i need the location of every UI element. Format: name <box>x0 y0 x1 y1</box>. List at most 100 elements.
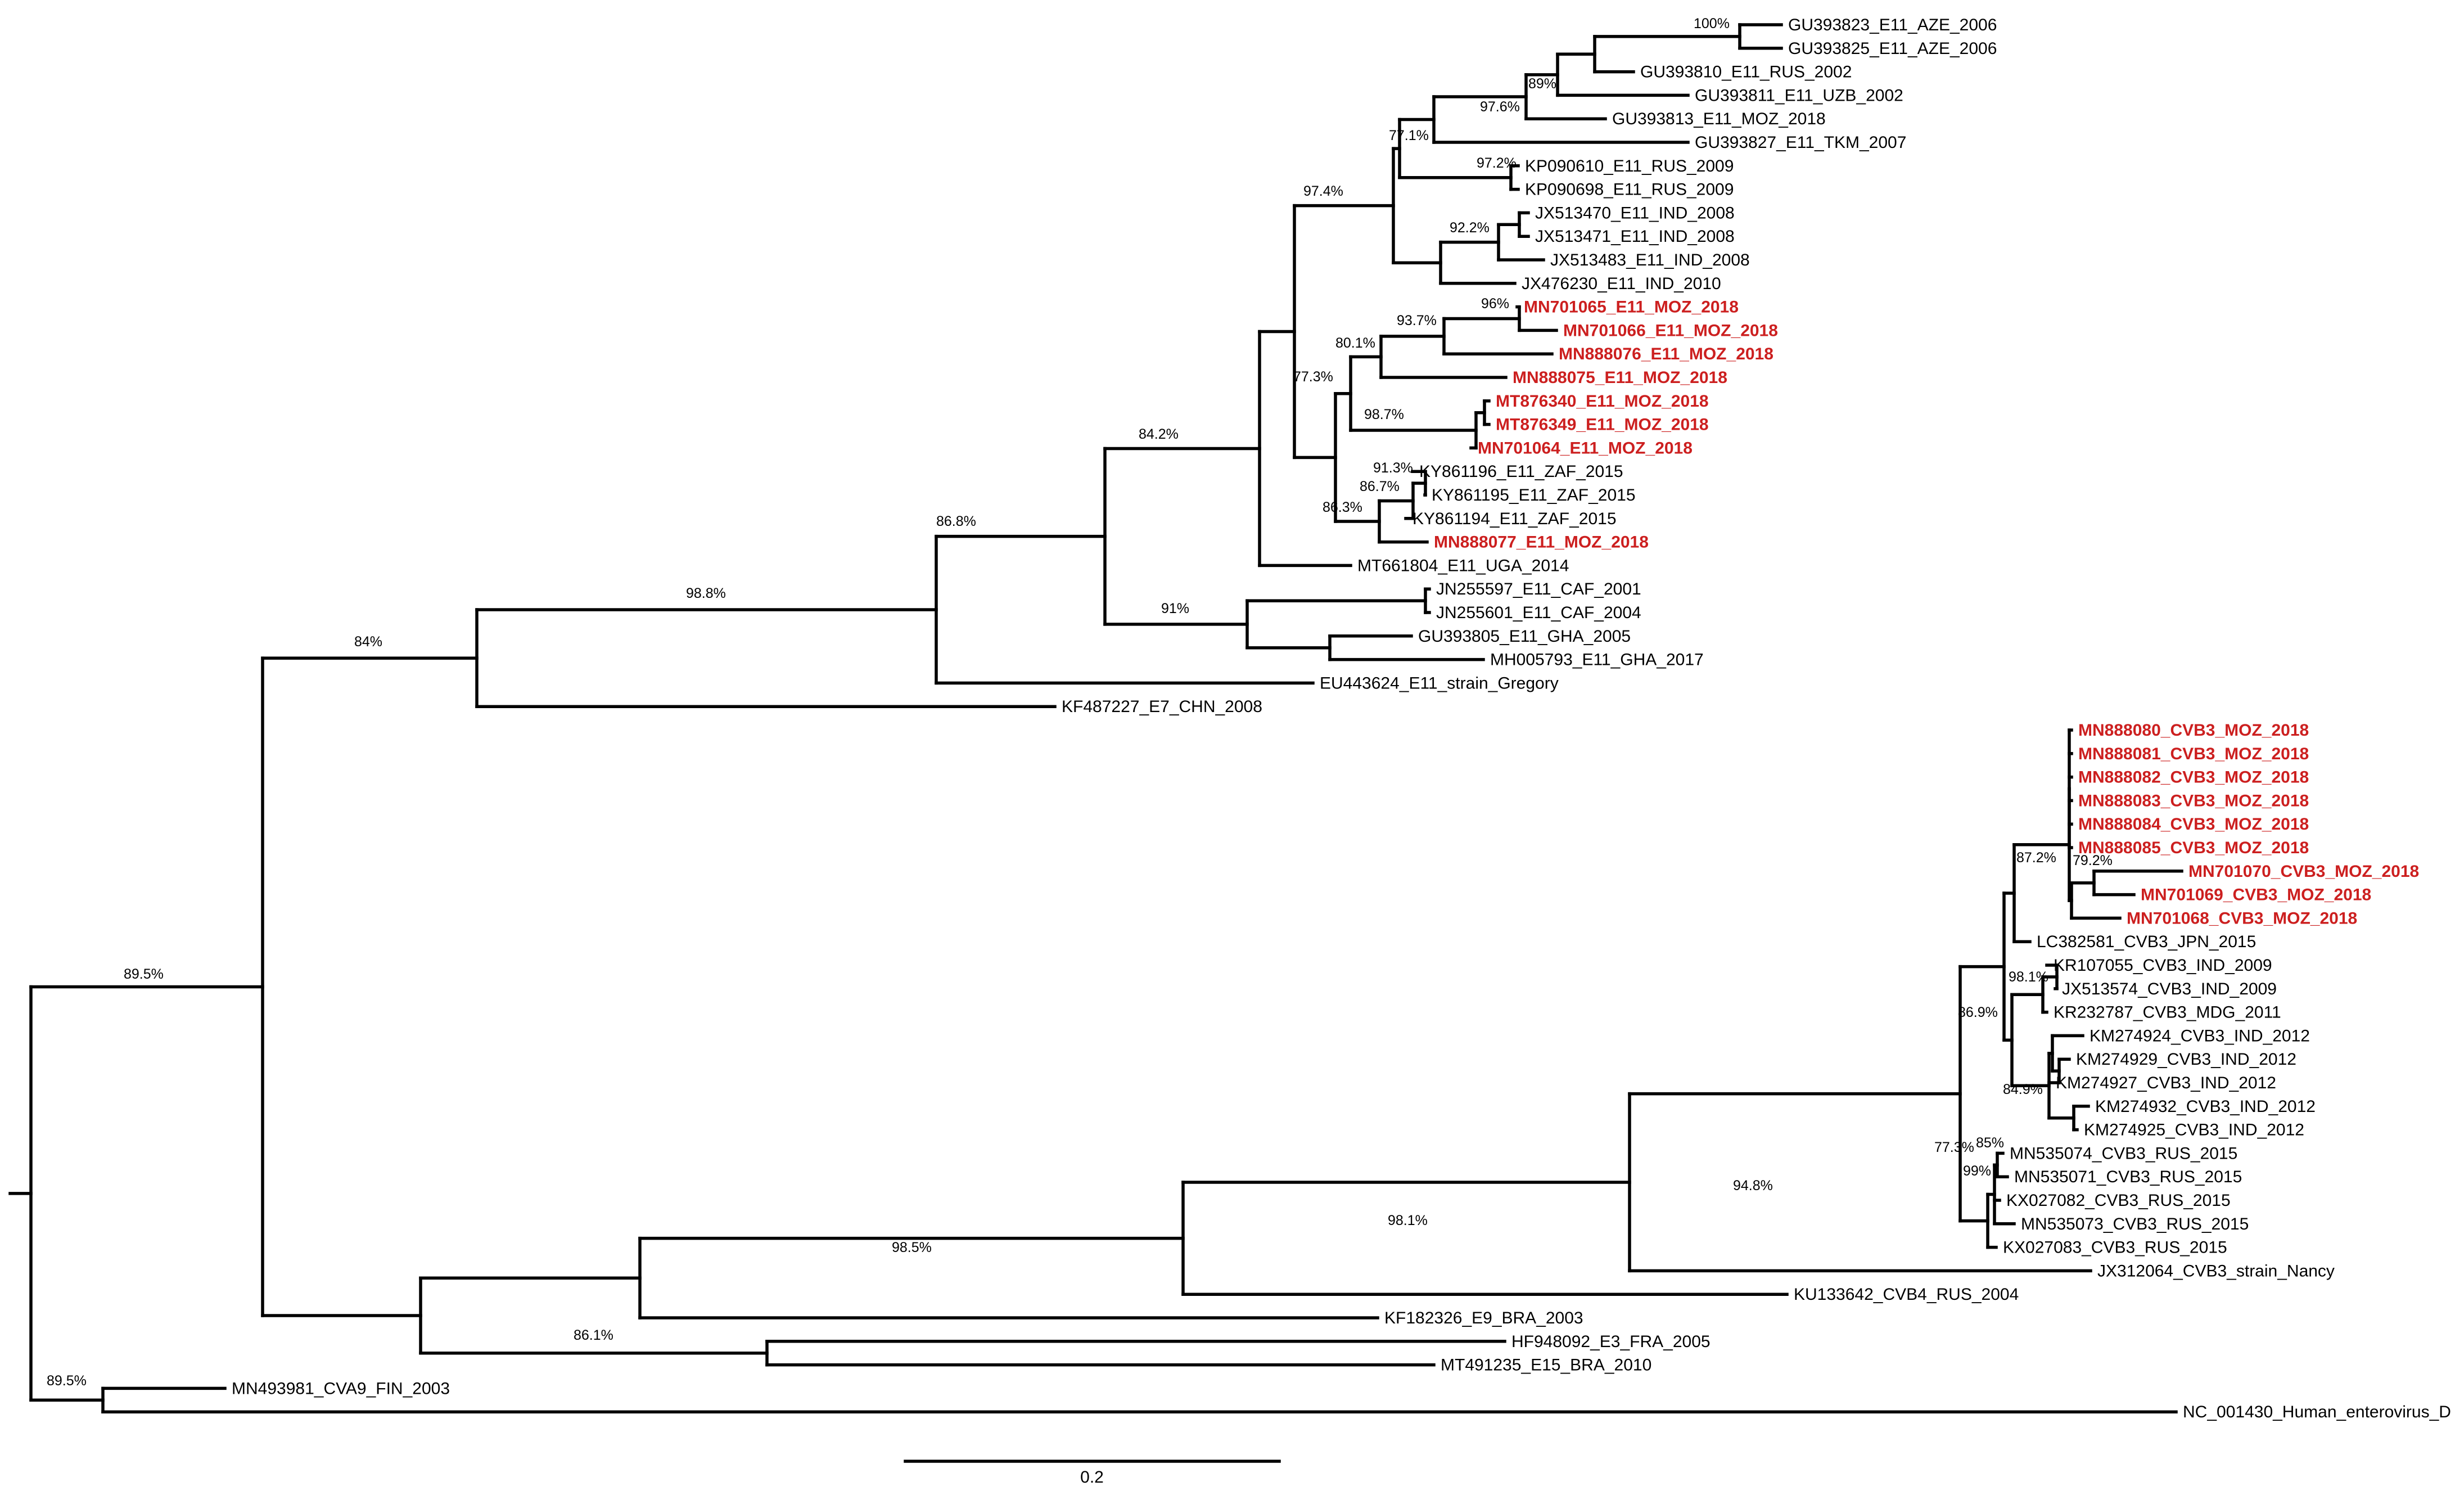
tip-label: MN535071_CVB3_RUS_2015 <box>2014 1168 2242 1186</box>
tip-label: JX513483_E11_IND_2008 <box>1550 251 1750 269</box>
tip-label: JX513574_CVB3_IND_2009 <box>2062 980 2277 998</box>
tip-label: MN701070_CVB3_MOZ_2018 <box>2188 862 2419 881</box>
tip-label: JN255597_E11_CAF_2001 <box>1436 580 1641 598</box>
tip-label: LC382581_CVB3_JPN_2015 <box>2037 933 2256 951</box>
support-value: 89.5% <box>124 966 164 982</box>
tip-label: MN535074_CVB3_RUS_2015 <box>2010 1144 2237 1163</box>
support-value: 84.9% <box>2003 1082 2043 1097</box>
tip-label: MN701064_E11_MOZ_2018 <box>1478 439 1693 457</box>
support-value: 100% <box>1694 16 1730 31</box>
support-value: 98.1% <box>2009 969 2048 985</box>
tip-label: KF182326_E9_BRA_2003 <box>1384 1309 1583 1327</box>
tip-label: HF948092_E3_FRA_2005 <box>1511 1332 1711 1351</box>
tip-label: KY861194_E11_ZAF_2015 <box>1412 510 1617 528</box>
support-value: 91.3% <box>1373 460 1413 476</box>
tip-label: MN701065_E11_MOZ_2018 <box>1524 298 1739 317</box>
tip-label: KY861196_E11_ZAF_2015 <box>1419 462 1623 481</box>
tip-label: MT876340_E11_MOZ_2018 <box>1496 392 1709 411</box>
tip-label: MN535073_CVB3_RUS_2015 <box>2021 1215 2249 1233</box>
tip-label: MN888084_CVB3_MOZ_2018 <box>2078 815 2309 834</box>
tip-label: MN701066_E11_MOZ_2018 <box>1563 321 1778 340</box>
tip-label: JX513471_E11_IND_2008 <box>1535 227 1735 246</box>
tip-label: KF487227_E7_CHN_2008 <box>1062 697 1262 716</box>
support-value: 96% <box>1481 296 1509 312</box>
tip-label: GU393810_E11_RUS_2002 <box>1640 63 1852 82</box>
support-value: 89% <box>1528 76 1556 92</box>
tip-label: MN888081_CVB3_MOZ_2018 <box>2078 745 2309 763</box>
tip-label: MN493981_CVA9_FIN_2003 <box>232 1379 450 1398</box>
support-value: 77.3% <box>1293 369 1333 385</box>
tip-label: MN888077_E11_MOZ_2018 <box>1434 533 1649 552</box>
tip-label: KP090698_E11_RUS_2009 <box>1525 181 1734 199</box>
tip-label: MN888080_CVB3_MOZ_2018 <box>2078 721 2309 740</box>
support-value: 79.2% <box>2073 853 2113 868</box>
tip-label: MT661804_E11_UGA_2014 <box>1357 556 1569 575</box>
support-value: 84.2% <box>1139 426 1179 442</box>
tip-label: MT491235_E15_BRA_2010 <box>1441 1356 1651 1375</box>
tip-label: KM274927_CVB3_IND_2012 <box>2056 1074 2276 1092</box>
tip-label: KM274932_CVB3_IND_2012 <box>2095 1097 2316 1116</box>
support-value: 86.9% <box>1958 1005 1998 1020</box>
tip-label: JX476230_E11_IND_2010 <box>1522 274 1721 293</box>
tip-label: MN888085_CVB3_MOZ_2018 <box>2078 839 2309 857</box>
support-value: 92.2% <box>1450 220 1490 236</box>
tip-label: GU393827_E11_TKM_2007 <box>1695 133 1906 152</box>
tip-label: GU393805_E11_GHA_2005 <box>1418 627 1631 646</box>
scale-bar-label: 0.2 <box>1080 1468 1104 1487</box>
tip-label: MN888082_CVB3_MOZ_2018 <box>2078 768 2309 787</box>
tip-label: KM274925_CVB3_IND_2012 <box>2084 1121 2304 1140</box>
support-value: 86.7% <box>1360 479 1400 494</box>
tip-label: MN701068_CVB3_MOZ_2018 <box>2127 909 2357 927</box>
tip-labels: GU393823_E11_AZE_2006 GU393825_E11_AZE_20… <box>232 16 2451 1421</box>
tip-label: KM274924_CVB3_IND_2012 <box>2090 1026 2310 1045</box>
support-value: 86.8% <box>936 514 976 529</box>
tip-label: JN255601_E11_CAF_2004 <box>1436 604 1641 622</box>
tip-label: MN888075_E11_MOZ_2018 <box>1513 368 1727 387</box>
tip-label: KX027082_CVB3_RUS_2015 <box>2006 1191 2231 1210</box>
tip-label: MN701069_CVB3_MOZ_2018 <box>2141 886 2371 904</box>
support-value: 99% <box>1963 1163 1991 1179</box>
support-value: 77.1% <box>1389 128 1429 143</box>
support-value: 86.3% <box>1323 499 1362 515</box>
tip-label: KR232787_CVB3_MDG_2011 <box>2054 1003 2281 1022</box>
support-value: 87.2% <box>2016 850 2056 866</box>
tip-label: KX027083_CVB3_RUS_2015 <box>2003 1239 2227 1257</box>
tip-label: GU393823_E11_AZE_2006 <box>1788 16 1997 34</box>
tip-label: MT876349_E11_MOZ_2018 <box>1496 416 1709 434</box>
support-value: 85% <box>1976 1135 2004 1151</box>
tree-branches <box>8 23 2183 1413</box>
tip-label: EU443624_E11_strain_Gregory <box>1320 674 1559 692</box>
support-value: 97.6% <box>1480 99 1520 115</box>
tip-label: KP090610_E11_RUS_2009 <box>1525 157 1734 175</box>
support-value: 98.1% <box>1388 1213 1428 1228</box>
tip-label: GU393811_E11_UZB_2002 <box>1695 86 1903 105</box>
tip-label: MN888076_E11_MOZ_2018 <box>1559 345 1773 363</box>
tip-label: GU393813_E11_MOZ_2018 <box>1612 110 1826 128</box>
support-value: 98.8% <box>686 586 726 601</box>
support-value: 97.2% <box>1477 155 1517 171</box>
support-value: 98.5% <box>892 1240 932 1255</box>
support-value: 77.3% <box>1934 1140 1974 1155</box>
tip-label: JX513470_E11_IND_2008 <box>1535 204 1735 222</box>
tip-label: KR107055_CVB3_IND_2009 <box>2054 956 2272 975</box>
support-value: 97.4% <box>1303 183 1343 199</box>
tip-label: KU133642_CVB4_RUS_2004 <box>1794 1285 2019 1304</box>
scale-bar: 0.2 <box>904 1460 1281 1487</box>
support-value: 94.8% <box>1733 1178 1773 1194</box>
support-value: 89.5% <box>47 1373 87 1389</box>
support-labels: 100% 89% 97.6% 77.1% 97.2% 97.4% 92.2% 96% 93.7%… <box>47 16 2113 1389</box>
tip-label: KY861195_E11_ZAF_2015 <box>1432 486 1636 505</box>
support-value: 84% <box>354 634 382 650</box>
tip-label: JX312064_CVB3_strain_Nancy <box>2097 1262 2335 1280</box>
tip-label: NC_001430_Human_enterovirus_D <box>2183 1403 2451 1421</box>
tip-label: MH005793_E11_GHA_2017 <box>1490 651 1704 669</box>
support-value: 91% <box>1161 601 1189 616</box>
tip-label: GU393825_E11_AZE_2006 <box>1788 39 1997 58</box>
support-value: 80.1% <box>1335 335 1375 351</box>
tip-label: KM274929_CVB3_IND_2012 <box>2076 1050 2296 1069</box>
support-value: 98.7% <box>1364 407 1404 422</box>
tip-label: MN888083_CVB3_MOZ_2018 <box>2078 791 2309 810</box>
support-value: 86.1% <box>574 1327 613 1343</box>
support-value: 93.7% <box>1397 313 1437 328</box>
